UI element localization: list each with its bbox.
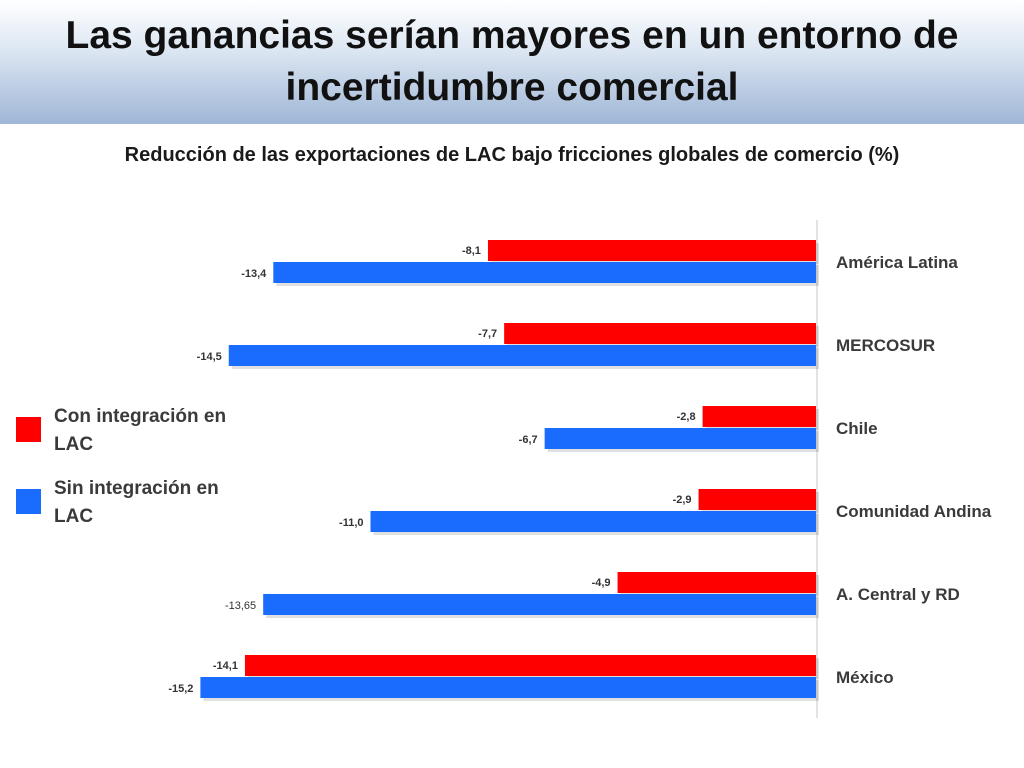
legend-item-sin: Sin integración en LAC: [16, 475, 246, 535]
category-label: Comunidad Andina: [836, 502, 992, 521]
category-label: México: [836, 668, 894, 687]
legend-label-sin: Sin integración en LAC: [54, 475, 244, 531]
page-title-line-2: incertidumbre comercial: [285, 66, 739, 109]
bar-con: [702, 406, 816, 427]
bar-con: [698, 489, 816, 510]
bar-sin: [200, 677, 816, 698]
category-label: A. Central y RD: [836, 585, 960, 604]
title-banner: Las ganancias serían mayores en un entor…: [0, 0, 1024, 124]
data-label: -4,9: [592, 577, 611, 589]
bar-con: [504, 323, 816, 344]
legend-label-sin-line2: LAC: [54, 506, 94, 527]
category-label: América Latina: [836, 253, 958, 272]
bar-sin: [263, 594, 816, 615]
data-label: -2,9: [673, 494, 692, 506]
data-label: -8,1: [462, 245, 481, 257]
page-title: Las ganancias serían mayores en un entor…: [0, 10, 1024, 114]
data-label: -13,4: [241, 268, 267, 280]
category-label: MERCOSUR: [836, 336, 935, 355]
legend-label-con-line1: Con integración en: [54, 406, 227, 427]
data-label: -14,1: [213, 660, 238, 672]
legend-swatch-con: [16, 417, 41, 442]
legend-swatch-sin: [16, 489, 41, 514]
bar-sin: [370, 511, 816, 532]
bar-sin: [228, 345, 816, 366]
data-label: -14,5: [197, 351, 222, 363]
chart-title: Reducción de las exportaciones de LAC ba…: [124, 144, 900, 166]
category-label: Chile: [836, 419, 878, 438]
bar-con: [617, 572, 816, 593]
legend-label-con: Con integración en LAC: [54, 403, 244, 459]
bar-sin: [273, 262, 816, 283]
page-title-line-1: Las ganancias serían mayores en un entor…: [65, 14, 959, 57]
legend-item-con: Con integración en LAC: [16, 403, 246, 463]
data-label: -2,8: [677, 411, 696, 423]
data-label: -7,7: [478, 328, 497, 340]
data-label: -11,0: [339, 517, 363, 529]
data-label: -13,65: [225, 600, 256, 612]
data-label: -15,2: [168, 683, 193, 695]
bar-sin: [544, 428, 816, 449]
legend-label-con-line2: LAC: [54, 434, 94, 455]
legend-label-sin-line1: Sin integración en: [54, 478, 219, 499]
data-label: -6,7: [519, 434, 538, 446]
bar-con: [487, 240, 816, 261]
bar-con: [244, 655, 816, 676]
